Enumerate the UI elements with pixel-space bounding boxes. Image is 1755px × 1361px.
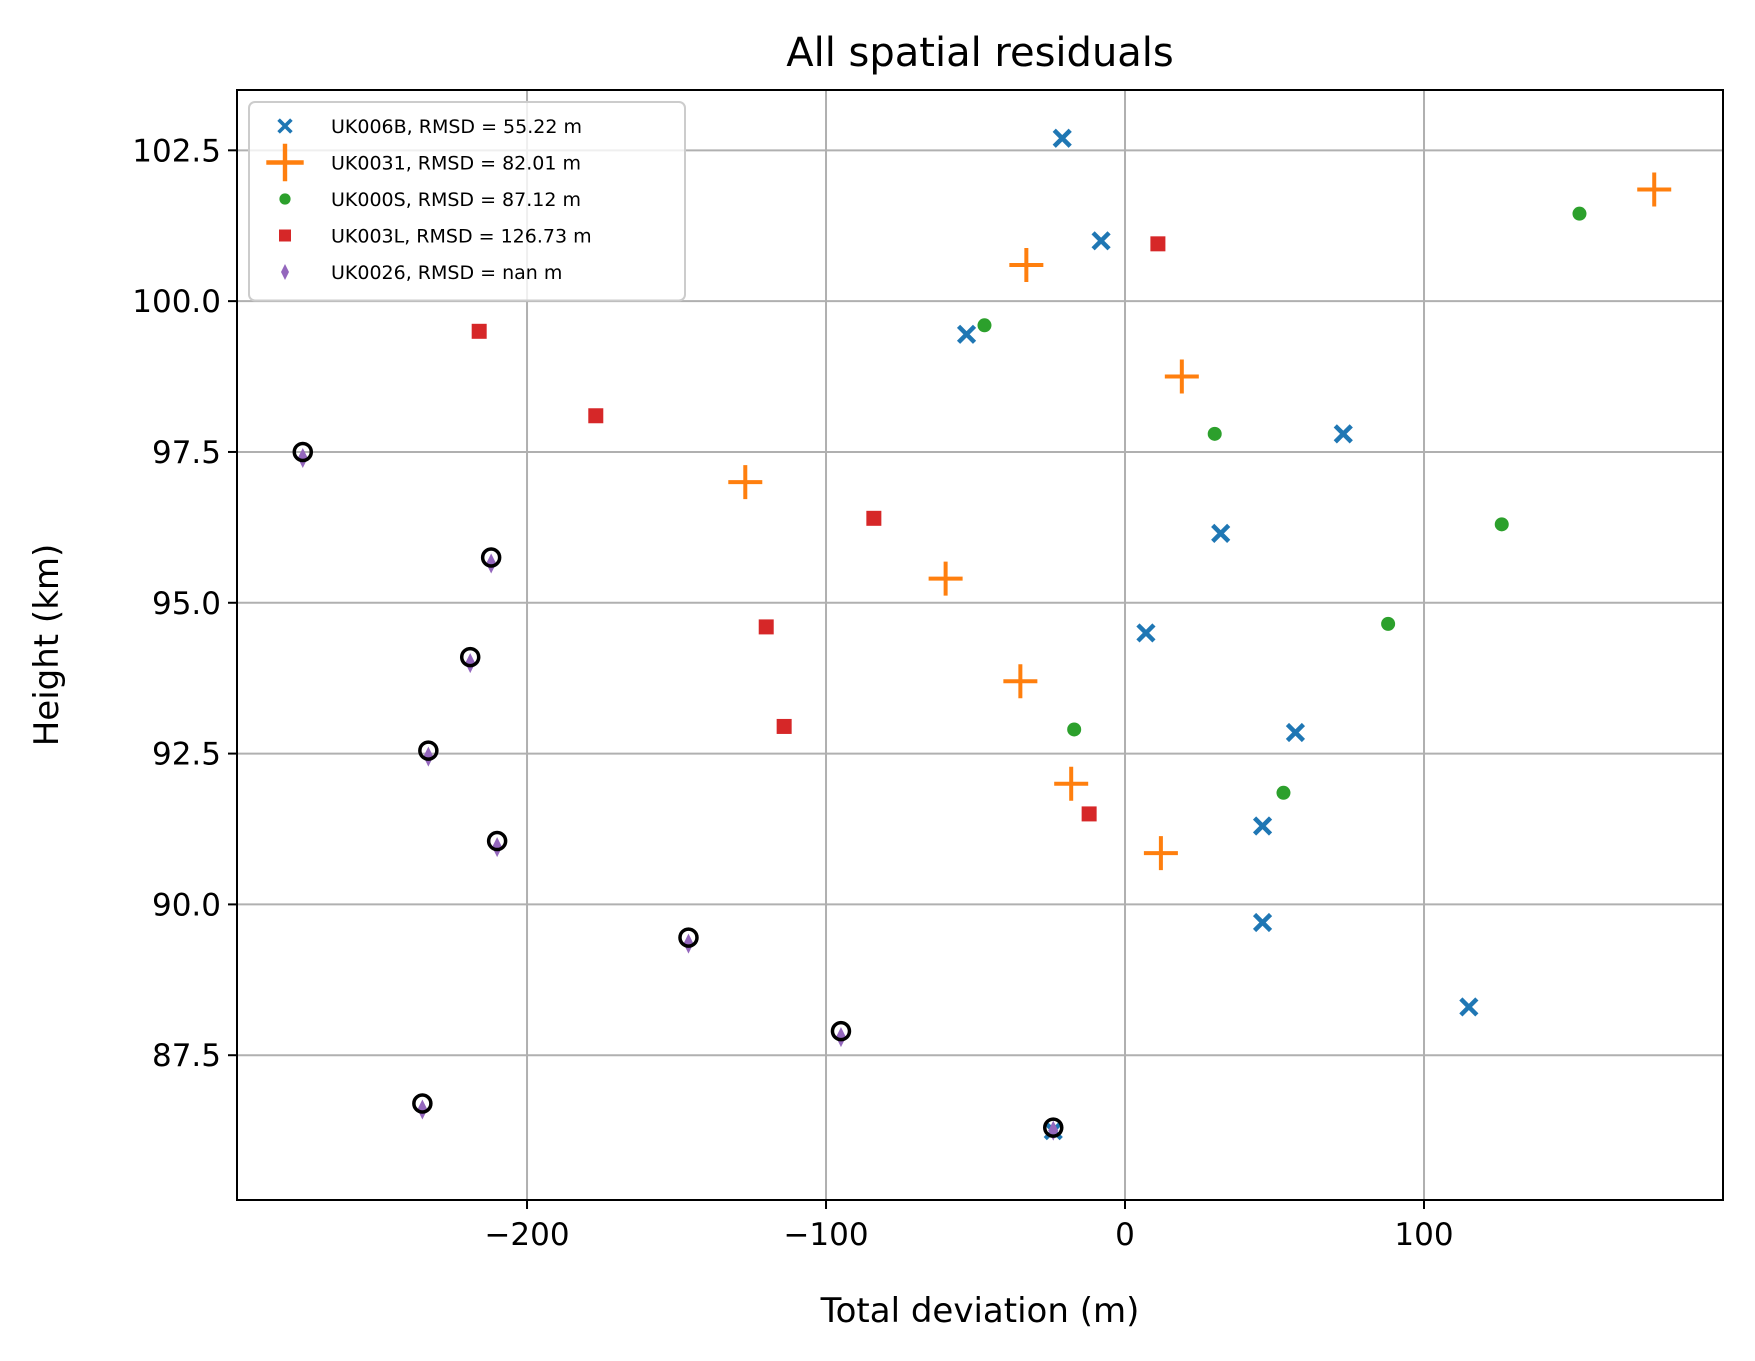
data-point-thin_diamond [297,447,308,468]
legend-label: UK003L, RMSD = 126.73 m [331,226,592,248]
data-point-circle [1276,785,1291,800]
data-point-circle [1067,722,1082,737]
legend-label: UK006B, RMSD = 55.22 m [331,116,582,138]
data-point-open_circle [1043,1117,1064,1138]
y-axis-label: Height (km) [27,544,67,747]
legend-label: UK0026, RMSD = nan m [331,262,562,284]
series-3 [471,236,1166,822]
legend-marker-circle [279,193,291,205]
data-point-square [471,323,487,339]
data-point-plus [1054,766,1089,801]
y-tick-label: 92.5 [152,737,221,773]
data-point-square [1150,236,1166,252]
data-point-x [1252,912,1273,933]
data-point-thin_diamond [417,1099,428,1120]
data-point-circle [1207,426,1222,441]
data-point-thin_diamond [465,653,476,674]
data-point-x [1252,816,1273,836]
legend-entry: UK006B, RMSD = 55.22 m [277,116,582,138]
data-point-x [1211,523,1231,543]
y-tick-label: 87.5 [152,1038,221,1074]
data-point-open_circle [830,1020,852,1042]
data-point-circle [1572,206,1587,221]
data-point-thin_diamond [423,746,434,767]
data-point-square [758,619,774,635]
data-point-open_circle [459,646,481,668]
data-point-thin_diamond [492,837,503,858]
data-point-thin_diamond [486,553,497,574]
legend-label: UK0031, RMSD = 82.01 m [331,153,581,175]
series-5 [292,441,1064,1138]
plot-area-frame [236,89,1724,1201]
data-point-plus [1009,247,1044,282]
legend-marker-square [279,229,291,242]
series-4 [297,447,1059,1141]
y-tick-label: 100.0 [132,284,221,320]
data-point-plus [1003,664,1038,699]
data-point-x [1091,231,1111,251]
data-point-x [956,324,977,344]
legend-box [248,101,686,302]
data-point-x [1333,424,1353,444]
data-point-open_circle [480,547,502,568]
series-1 [728,172,1672,871]
chart-title: All spatial residuals [786,30,1174,76]
data-point-square [866,510,882,526]
data-point-thin_diamond [835,1027,846,1048]
data-point-open_circle [678,927,699,948]
data-point-thin_diamond [683,933,694,954]
data-point-square [588,408,604,424]
data-point-plus [1143,836,1178,871]
data-point-plus [1637,172,1672,207]
data-point-open_circle [412,1093,433,1114]
data-point-plus [1164,359,1199,394]
data-point-open_circle [486,830,508,852]
x-tick-label: 100 [1394,1217,1453,1253]
legend-entry: UK0031, RMSD = 82.01 m [266,143,581,182]
legend-entry: UK0026, RMSD = nan m [281,262,562,284]
data-point-square [776,718,792,734]
data-point-plus [928,561,963,596]
axis-ticks: −200 −100 0 100 87.5 90.0 92.5 95.0 97.5 100.0 102… [132,133,1453,1253]
legend-marker-plus [266,143,304,182]
data-point-circle [1381,616,1396,631]
data-point-plus [728,465,763,500]
data-point-square [1081,806,1097,822]
data-markers [292,128,1672,1141]
data-point-circle [1494,517,1509,532]
y-tick-label: 95.0 [152,586,221,622]
series-0 [956,128,1479,1141]
data-point-x [1285,722,1306,743]
legend-marker-thin_diamond [281,264,289,280]
y-tick-label: 102.5 [132,133,221,169]
legend-marker-x [277,118,293,134]
data-point-open_circle [292,441,314,463]
legend-entry: UK003L, RMSD = 126.73 m [279,226,592,248]
series-2 [977,206,1587,800]
data-point-x [1136,623,1156,643]
x-tick-label: −200 [484,1217,569,1253]
data-point-circle [977,318,992,333]
legend-entry: UK000S, RMSD = 87.12 m [279,189,581,211]
data-point-open_circle [418,740,439,761]
legend: UK006B, RMSD = 55.22 m UK0031, RMSD = 82.… [248,101,686,302]
y-tick-label: 97.5 [152,435,221,471]
y-tick-label: 90.0 [152,887,221,923]
x-axis-label: Total deviation (m) [820,1291,1140,1331]
legend-label: UK000S, RMSD = 87.12 m [331,189,581,211]
data-point-x [1459,997,1479,1017]
data-point-x [1052,128,1072,148]
x-tick-label: 0 [1115,1217,1135,1253]
x-tick-label: −100 [783,1217,868,1253]
